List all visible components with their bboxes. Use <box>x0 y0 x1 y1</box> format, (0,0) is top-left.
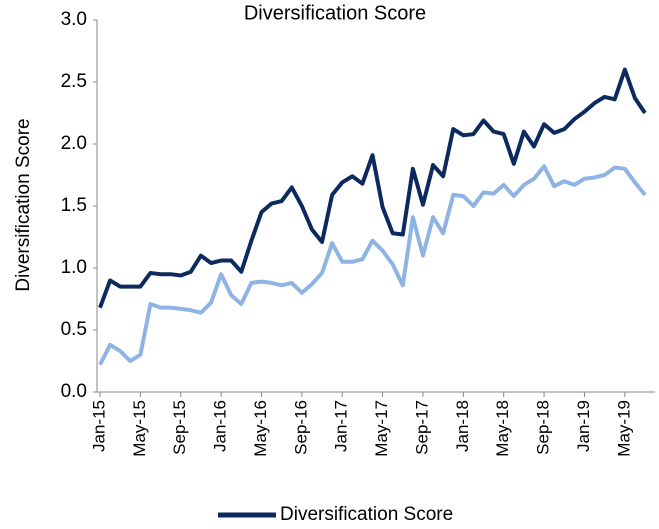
x-tick-label: Jan-19 <box>574 400 593 452</box>
x-tick-label: May-15 <box>130 400 149 457</box>
series-line <box>98 164 647 366</box>
y-tick-label: 1.0 <box>61 257 87 278</box>
series-line <box>98 67 647 309</box>
x-tick-label: Sep-18 <box>534 400 553 455</box>
x-tick-label: Jan-18 <box>453 400 472 452</box>
x-tick-label: May-17 <box>372 400 391 457</box>
x-tick-label: Sep-15 <box>170 400 189 455</box>
chart-title: Diversification Score <box>244 2 426 24</box>
x-tick-label: Sep-17 <box>412 400 431 455</box>
x-tick-label: Sep-16 <box>291 400 310 455</box>
y-tick-label: 2.5 <box>61 71 87 92</box>
y-tick-label: 0.0 <box>61 381 87 402</box>
x-tick-label: Jan-17 <box>332 400 351 452</box>
x-tick-label: May-18 <box>493 400 512 457</box>
legend-label: Diversification Score <box>280 504 453 525</box>
x-tick-label: May-16 <box>251 400 270 457</box>
y-tick-label: 3.0 <box>61 9 87 30</box>
y-tick-label: 1.5 <box>61 195 87 216</box>
y-axis-label: Diversification Score <box>13 118 34 291</box>
x-tick-label: Jan-15 <box>89 400 108 452</box>
y-tick-label: 2.0 <box>61 133 87 154</box>
x-tick-label: May-19 <box>614 400 633 457</box>
y-tick-label: 0.5 <box>61 319 87 340</box>
x-tick-label: Jan-16 <box>211 400 230 452</box>
